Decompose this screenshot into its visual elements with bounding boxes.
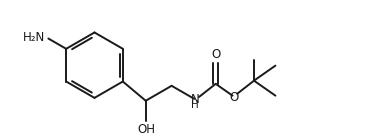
Text: H₂N: H₂N <box>23 31 46 44</box>
Text: H: H <box>191 100 199 110</box>
Text: O: O <box>211 47 220 60</box>
Text: OH: OH <box>138 123 156 136</box>
Text: O: O <box>230 91 239 104</box>
Text: N: N <box>191 93 200 106</box>
